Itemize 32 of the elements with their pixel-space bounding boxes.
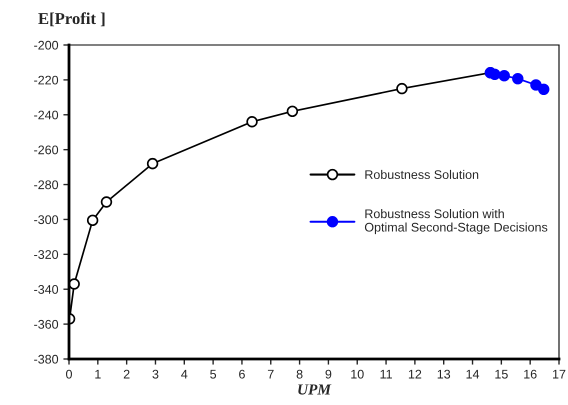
y-tick-label: -340 — [34, 285, 58, 294]
x-tick-label: 15 — [495, 370, 508, 379]
y-axis-title: E[Profit ] — [38, 12, 104, 26]
y-tick-label: -200 — [34, 40, 58, 50]
y-tick-label: -260 — [34, 145, 58, 154]
x-tick-label: 14 — [466, 370, 480, 378]
legend-label: Robustness Solution — [365, 170, 478, 180]
x-tick-label: 1 — [95, 370, 101, 378]
x-tick-label: 2 — [124, 370, 130, 378]
x-tick-label: 11 — [380, 370, 392, 378]
y-tick-label: -240 — [34, 110, 58, 120]
y-tick-label: -360 — [34, 320, 58, 329]
y-tick-label: -320 — [34, 250, 58, 259]
y-tick-label: -380 — [34, 354, 58, 364]
x-tick-label: 17 — [553, 370, 566, 378]
x-tick-label: 3 — [152, 370, 158, 379]
x-tick-label: 0 — [66, 370, 72, 379]
x-tick-label: 4 — [181, 370, 188, 378]
x-tick-label: 13 — [438, 370, 450, 379]
y-tick-label: -220 — [34, 76, 58, 85]
x-tick-label: 9 — [326, 370, 332, 379]
y-tick-label: -300 — [34, 215, 58, 224]
x-tick-label: 12 — [408, 370, 422, 378]
x-axis-title: UPM — [298, 384, 332, 395]
x-tick-label: 16 — [524, 370, 537, 379]
x-tick-label: 5 — [210, 370, 216, 379]
legend-label: Robustness Solution with Optimal Second-Stage Decisions — [364, 209, 548, 234]
x-tick-label: 10 — [351, 370, 364, 379]
x-tick-label: 8 — [296, 370, 303, 379]
y-tick-label: -280 — [34, 180, 58, 190]
x-tick-label: 6 — [239, 370, 245, 379]
x-tick-label: 7 — [268, 370, 274, 378]
